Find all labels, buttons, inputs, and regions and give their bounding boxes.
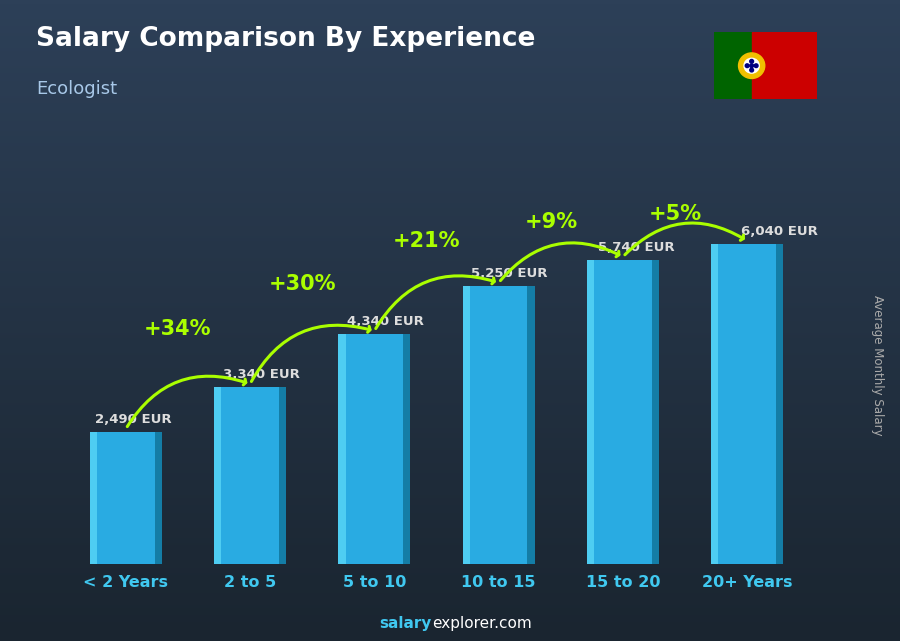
Text: +9%: +9% [525, 212, 578, 233]
Bar [714, 32, 752, 99]
Bar [214, 387, 286, 564]
Text: 3,340 EUR: 3,340 EUR [222, 368, 300, 381]
Text: +21%: +21% [392, 231, 460, 251]
Bar [338, 334, 410, 564]
Text: explorer.com: explorer.com [432, 617, 532, 631]
Circle shape [750, 60, 753, 63]
Bar [463, 286, 535, 564]
Bar [711, 244, 718, 564]
Bar [155, 432, 162, 564]
Circle shape [754, 64, 758, 67]
Text: Ecologist: Ecologist [36, 80, 117, 98]
Circle shape [750, 64, 753, 67]
Bar [279, 387, 286, 564]
Text: Salary Comparison By Experience: Salary Comparison By Experience [36, 26, 536, 52]
Bar [463, 286, 470, 564]
Circle shape [750, 68, 753, 72]
Bar [752, 32, 817, 99]
Bar [527, 286, 535, 564]
Text: 5,250 EUR: 5,250 EUR [472, 267, 548, 279]
Text: 4,340 EUR: 4,340 EUR [347, 315, 424, 328]
Bar [214, 387, 221, 564]
Bar [403, 334, 410, 564]
Text: +30%: +30% [268, 274, 336, 294]
Text: 5,740 EUR: 5,740 EUR [598, 240, 675, 254]
Bar [776, 244, 783, 564]
Text: +5%: +5% [649, 204, 702, 224]
Bar [652, 260, 659, 564]
Circle shape [745, 64, 749, 67]
Circle shape [739, 53, 765, 78]
Bar [90, 432, 162, 564]
Bar [587, 260, 659, 564]
Bar [90, 432, 97, 564]
Text: Average Monthly Salary: Average Monthly Salary [871, 295, 884, 436]
Text: salary: salary [380, 617, 432, 631]
Text: +34%: +34% [144, 319, 212, 339]
Bar [338, 334, 346, 564]
Text: 2,490 EUR: 2,490 EUR [94, 413, 171, 426]
Bar [711, 244, 783, 564]
Bar [587, 260, 594, 564]
Circle shape [744, 58, 760, 73]
Text: 6,040 EUR: 6,040 EUR [741, 224, 818, 238]
